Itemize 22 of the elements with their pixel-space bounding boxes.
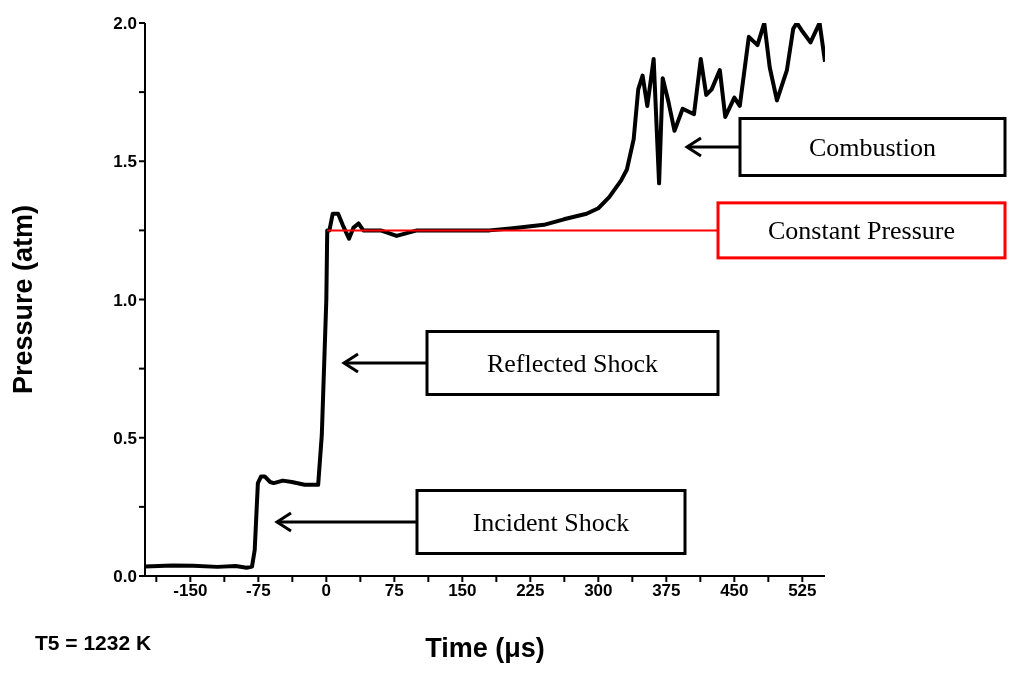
- y-tick-label: 0.5: [113, 428, 137, 448]
- x-tick-label: -150: [173, 581, 208, 601]
- annotation: Incident Shock: [472, 508, 630, 537]
- x-axis-title: Time (μs): [425, 633, 545, 663]
- series-label: Constant Pressure: [767, 216, 956, 246]
- x-tick-label: 150: [448, 581, 477, 601]
- x-tick-label: 300: [584, 581, 613, 601]
- y-tick-label: 0.0: [113, 567, 137, 587]
- y-axis-title: Pressure (atm): [7, 204, 38, 395]
- y-tick-label: 1.0: [113, 290, 137, 310]
- annotation: Combustion: [808, 133, 937, 162]
- y-tick-label: 1.5: [113, 152, 137, 172]
- x-tick-label: -75: [246, 581, 271, 601]
- y-tick-label: 2.0: [113, 14, 137, 34]
- text: T5 = 1232 K: [35, 631, 152, 654]
- x-tick-label: 75: [384, 581, 404, 601]
- x-tick-label: 375: [652, 581, 681, 601]
- x-tick-label: 0: [321, 581, 332, 601]
- x-tick-label: 525: [788, 581, 817, 601]
- x-tick-label: 225: [516, 581, 545, 601]
- x-tick-label: 450: [720, 581, 749, 601]
- annotation: Reflected Shock: [486, 349, 659, 378]
